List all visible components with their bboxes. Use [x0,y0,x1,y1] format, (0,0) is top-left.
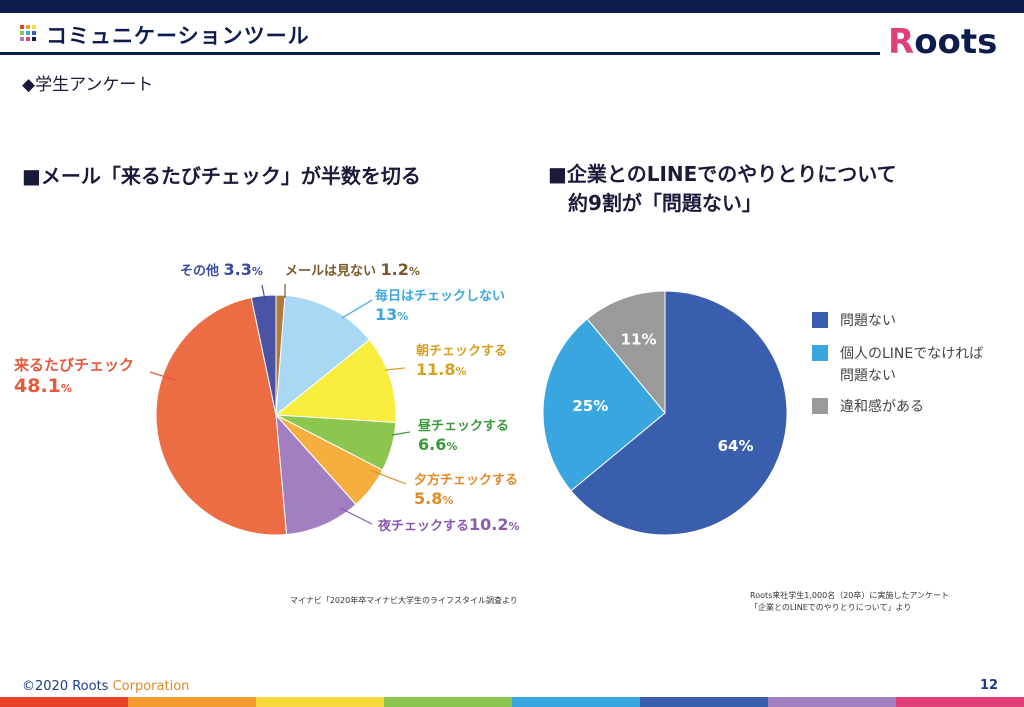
email-pie-slice [275,294,371,417]
email-pie-leader [339,507,373,525]
line-pie-label: 25% [572,397,608,415]
top-bar [0,0,1024,13]
right-chart-heading: ■企業とのLINEでのやりとりについて 約9割が「問題ない」 [548,160,897,218]
copyright-roots: ©2020 Roots [22,679,109,694]
legend-swatch [812,398,828,414]
email-pie-value: 11.8% [416,360,467,379]
right-heading-line2: 約9割が「問題ない」 [568,191,762,215]
email-pie-value: 48.1% [14,375,72,397]
source-right-line2: 「企業とのLINEでのやりとりについて」より [750,603,912,612]
email-pie-label: その他 3.3% [180,260,263,279]
email-pie-slice [275,413,357,536]
legend-label: 個人のLINEでなければ [840,346,983,362]
grid-icon [20,25,36,41]
stripe-segment [512,697,640,707]
copyright: ©2020 Roots Corporation [22,679,189,694]
stripe-segment [640,697,768,707]
line-pie-label: 11% [621,331,657,349]
left-chart-heading: ■メール「来るたびチェック」が半数を切る [22,164,421,188]
legend-swatch [812,345,828,361]
right-heading-line1: ■企業とのLINEでのやりとりについて [548,162,897,186]
header-divider [0,52,880,55]
color-stripe [0,697,1024,707]
copyright-corporation: Corporation [112,679,190,694]
line-pie-slice [542,318,666,492]
email-pie-label: 夕方チェックする [414,472,518,488]
email-pie-label: 昼チェックする [418,418,509,434]
email-pie-slice [155,296,288,536]
line-pie-label: 64% [718,437,754,455]
page-title: コミュニケーションツール [46,24,310,48]
stripe-segment [0,697,128,707]
source-note-right: Roots来社学生1,000名（20卒）に実施したアンケート 「企業とのLINE… [750,590,949,614]
legend-label: 問題ない [840,313,896,329]
email-pie-label: 朝チェックする [416,343,507,359]
email-pie-value: 13% [375,305,408,324]
source-note-left: マイナビ「2020年卒マイナビ大学生のライフスタイル調査より [290,596,518,605]
email-pie-leader [149,371,176,381]
section-subtitle: ◆学生アンケート [22,75,154,95]
stripe-segment [384,697,512,707]
line-pie-slice [586,290,666,415]
email-pie-value: 6.6% [418,435,457,454]
stripe-segment [768,697,896,707]
email-pie-leader [369,469,407,485]
email-pie-leader [341,299,373,319]
stripe-segment [128,697,256,707]
legend-swatch [812,312,828,328]
email-pie-leader [261,284,266,301]
email-pie-leader [384,367,406,371]
legend-label: 違和感がある [840,398,924,415]
email-pie-slice [274,338,397,424]
source-right-line1: Roots来社学生1,000名（20卒）に実施したアンケート [750,591,950,600]
email-pie-label: 来るたびチェック [13,356,134,374]
page-number: 12 [980,678,999,693]
email-pie-label: 毎日はチェックしない [375,288,505,304]
email-pie-label: 夜チェックする10.2% [377,515,520,534]
email-pie-label: メールは見ない 1.2% [285,260,420,279]
stripe-segment [896,697,1024,707]
email-pie-value: 5.8% [414,489,453,508]
roots-logo: Roots [888,22,998,62]
email-pie-leader [391,431,411,436]
stripe-segment [256,697,384,707]
line-pie-slice [570,290,788,536]
legend-label: 問題ない [840,368,896,384]
